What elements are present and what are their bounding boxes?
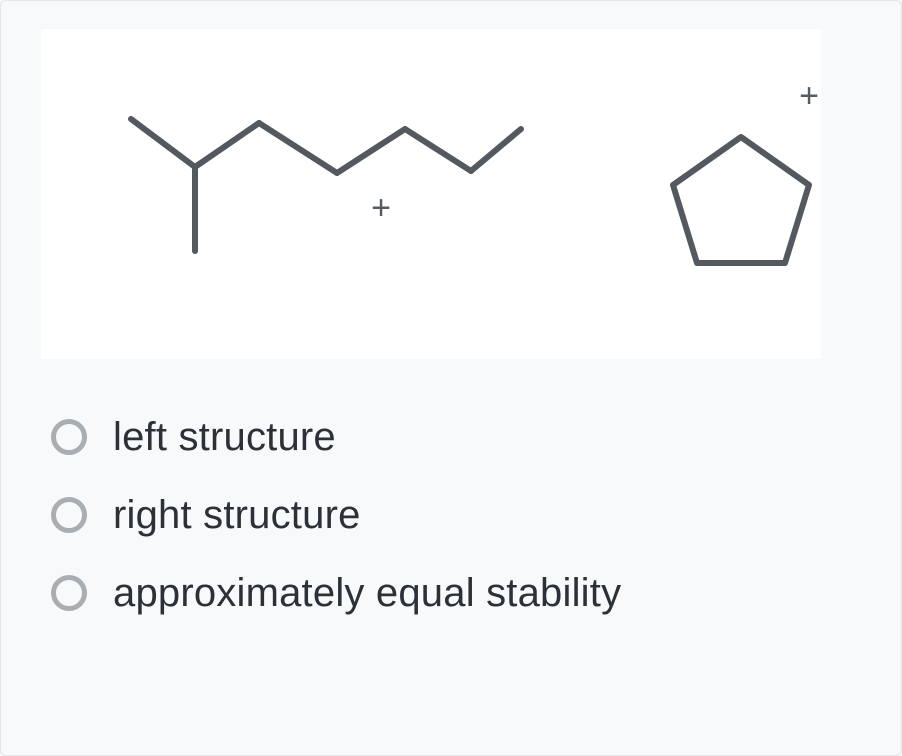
- option-equal-stability[interactable]: approximately equal stability: [51, 571, 865, 615]
- right-structure: +: [673, 77, 819, 263]
- option-right-structure[interactable]: right structure: [51, 493, 865, 537]
- option-label: left structure: [113, 415, 336, 459]
- question-card: + + left structure right structure appro…: [0, 0, 902, 756]
- option-left-structure[interactable]: left structure: [51, 415, 865, 459]
- radio-icon: [51, 497, 87, 533]
- answer-options: left structure right structure approxima…: [51, 415, 865, 615]
- structures-figure: + +: [41, 29, 821, 359]
- option-label: approximately equal stability: [113, 571, 621, 615]
- radio-icon: [51, 419, 87, 455]
- option-label: right structure: [113, 493, 361, 537]
- svg-text:+: +: [371, 189, 391, 227]
- svg-text:+: +: [799, 77, 819, 115]
- left-structure: +: [131, 119, 521, 251]
- structures-svg: + +: [41, 29, 821, 359]
- radio-icon: [51, 575, 87, 611]
